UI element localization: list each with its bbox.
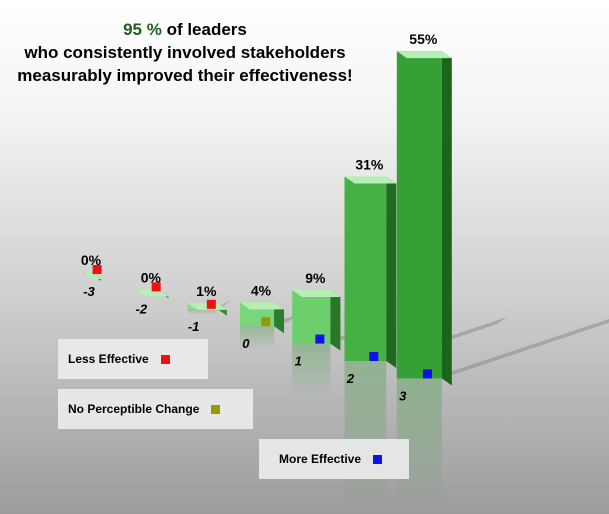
legend-swatch-olive bbox=[211, 404, 221, 414]
bar-top-0 bbox=[83, 272, 101, 279]
bar-marker-0 bbox=[92, 265, 102, 274]
legend-no-change: No Perceptible Change bbox=[58, 389, 253, 429]
bar-side-6 bbox=[441, 51, 452, 386]
bar-marker-1 bbox=[151, 282, 161, 292]
bar-marker-2 bbox=[206, 299, 216, 309]
value-label-4: 9% bbox=[305, 270, 326, 286]
bar-side-5 bbox=[386, 176, 397, 368]
category-label-6: 3 bbox=[399, 388, 407, 403]
value-label-2: 1% bbox=[196, 283, 217, 299]
title-line-2: who consistently involved stakeholders bbox=[24, 43, 346, 62]
category-label-2: -1 bbox=[188, 319, 200, 334]
legend-less-effective: Less Effective bbox=[58, 339, 208, 379]
bar-top-6 bbox=[396, 51, 452, 59]
bar-marker-5 bbox=[369, 352, 379, 361]
value-label-1: 0% bbox=[141, 269, 162, 285]
bar-side-3 bbox=[274, 302, 285, 334]
category-label-5: 2 bbox=[346, 371, 355, 386]
category-label-4: 1 bbox=[295, 354, 302, 369]
legend-more-effective: More Effective bbox=[259, 439, 409, 479]
bar-marker-3 bbox=[261, 317, 271, 327]
title-line-1-rest: of leaders bbox=[161, 20, 247, 39]
bar-reflection-5 bbox=[344, 361, 387, 514]
bar-6 bbox=[396, 51, 442, 379]
category-label-3: 0 bbox=[242, 336, 250, 351]
value-label-0: 0% bbox=[81, 252, 102, 268]
title-highlight: 95 % bbox=[123, 20, 162, 39]
bar-top-4 bbox=[292, 290, 341, 298]
chart-title: 95 % of leaders who consistently involve… bbox=[0, 18, 370, 87]
title-line-3: measurably improved their effectiveness! bbox=[17, 66, 353, 85]
value-label-3: 4% bbox=[251, 282, 272, 298]
bar-marker-4 bbox=[315, 334, 325, 344]
bar-reflection-3 bbox=[239, 326, 275, 350]
category-label-1: -2 bbox=[136, 301, 148, 316]
category-label-0: -3 bbox=[83, 284, 95, 299]
bar-top-5 bbox=[344, 176, 397, 184]
legend-label-less-effective: Less Effective bbox=[68, 352, 149, 366]
bar-shadow-6 bbox=[441, 319, 609, 379]
bar-reflection-4 bbox=[292, 343, 331, 398]
legend-swatch-red bbox=[160, 354, 170, 364]
legend-swatch-blue bbox=[373, 454, 383, 464]
bar-side-4 bbox=[330, 290, 341, 351]
value-label-5: 31% bbox=[355, 157, 384, 173]
bar-top-3 bbox=[239, 302, 285, 310]
legend-label-more-effective: More Effective bbox=[279, 452, 362, 466]
legend-label-no-change: No Perceptible Change bbox=[68, 402, 200, 416]
bar-4 bbox=[292, 290, 331, 344]
value-label-6: 55% bbox=[409, 31, 438, 47]
bar-5 bbox=[344, 176, 387, 361]
bar-reflection-2 bbox=[187, 308, 217, 315]
bar-marker-6 bbox=[423, 369, 433, 379]
title-line-1: 95 % of leaders bbox=[0, 18, 370, 41]
